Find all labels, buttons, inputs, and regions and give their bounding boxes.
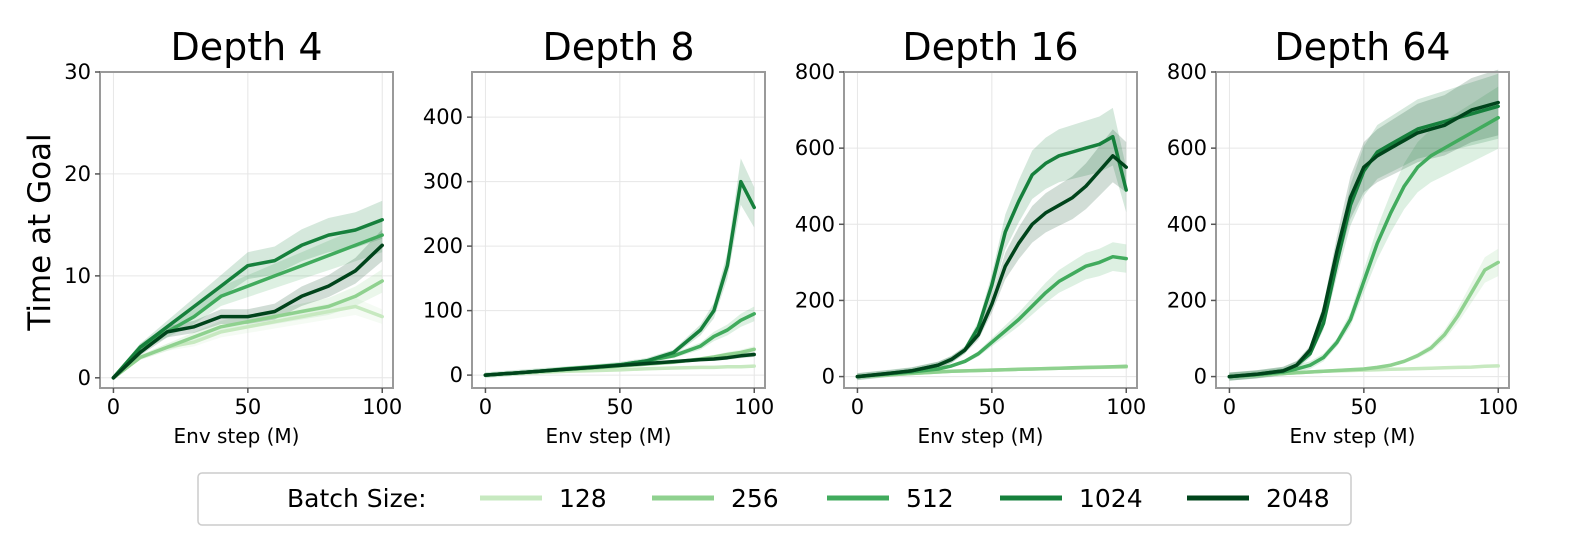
- series-line-2048: [111, 243, 384, 380]
- series-band-256: [113, 269, 383, 380]
- x-axis-label: Env step (M): [546, 424, 672, 448]
- y-tick-label: 300: [423, 170, 463, 194]
- series-line-2048: [855, 154, 1128, 379]
- series-band-1024: [857, 107, 1127, 381]
- series-band-512: [857, 242, 1127, 379]
- x-tick-label: 100: [1106, 395, 1146, 419]
- x-tick-label: 0: [851, 395, 864, 419]
- x-tick-label: 50: [978, 395, 1005, 419]
- y-tick-label: 20: [64, 162, 91, 186]
- y-tick-label: 800: [795, 60, 835, 84]
- legend-title: Batch Size:: [287, 484, 427, 513]
- legend-label-256: 256: [731, 484, 779, 513]
- y-tick-label: 10: [64, 264, 91, 288]
- y-tick-label: 400: [423, 105, 463, 129]
- y-axis-label: Time at Goal: [22, 133, 58, 331]
- x-tick-label: 100: [734, 395, 774, 419]
- legend-label-1024: 1024: [1079, 484, 1143, 513]
- x-axis-label: Env step (M): [1290, 424, 1416, 448]
- series-band-1024: [1229, 73, 1499, 381]
- x-tick-label: 50: [606, 395, 633, 419]
- x-tick-label: 50: [1350, 395, 1377, 419]
- y-tick-label: 400: [1167, 212, 1207, 236]
- y-tick-label: 400: [795, 212, 835, 236]
- series-band-2048: [857, 129, 1127, 380]
- panel-2: Depth 8 0 50 100 0 100 200 300 400 Env step (M): [423, 25, 774, 448]
- series-line-1024: [111, 218, 384, 380]
- legend-label-2048: 2048: [1266, 484, 1330, 513]
- y-tick-label: 200: [1167, 288, 1207, 312]
- legend: Batch Size: 128 256 512 1024 2048: [197, 472, 1352, 526]
- y-tick-label: 0: [822, 365, 835, 389]
- series-line-512: [855, 254, 1128, 379]
- plot-frame: [471, 71, 766, 389]
- plot-frame: [99, 71, 394, 389]
- series-band-512: [113, 218, 383, 380]
- panel-title: Depth 8: [543, 25, 695, 69]
- y-tick-label: 600: [1167, 136, 1207, 160]
- x-tick-label: 0: [1223, 395, 1236, 419]
- x-axis-label: Env step (M): [174, 424, 300, 448]
- y-tick-label: 0: [450, 363, 463, 387]
- panel-title: Depth 16: [902, 25, 1078, 69]
- chart-panels: Depth 4 0 50 100 0 10 20 30 Env step (M) Depth 8 0…: [64, 25, 1518, 448]
- y-tick-label: 200: [795, 288, 835, 312]
- panel-1: Depth 4 0 50 100 0 10 20 30 Env step (M): [64, 25, 402, 448]
- series-line-256: [1227, 260, 1500, 379]
- x-tick-label: 50: [234, 395, 261, 419]
- y-tick-label: 0: [78, 366, 91, 390]
- panel-4: Depth 64 0 50 100 0 200 400 600 800 Env step (M): [1167, 25, 1518, 448]
- plot-frame: [1215, 71, 1510, 389]
- series-band-1024: [113, 200, 383, 381]
- series-line-256: [111, 279, 384, 380]
- y-tick-label: 0: [1194, 365, 1207, 389]
- x-tick-label: 100: [1478, 395, 1518, 419]
- y-tick-label: 100: [423, 299, 463, 323]
- plot-frame: [843, 71, 1138, 389]
- legend-frame: [197, 472, 1352, 526]
- panel-3: Depth 16 0 50 100 0 200 400 600 800 Env step (M): [795, 25, 1146, 448]
- series-line-2048: [1227, 100, 1500, 379]
- panel-title: Depth 64: [1274, 25, 1450, 69]
- y-tick-label: 200: [423, 234, 463, 258]
- series-line-256: [855, 364, 1128, 379]
- panel-title: Depth 4: [171, 25, 323, 69]
- series-band-512: [1229, 86, 1499, 381]
- x-tick-label: 0: [479, 395, 492, 419]
- x-tick-label: 100: [362, 395, 402, 419]
- x-tick-label: 0: [107, 395, 120, 419]
- y-tick-label: 600: [795, 136, 835, 160]
- series-band-128: [113, 297, 383, 379]
- series-line-2048: [483, 352, 756, 377]
- y-tick-label: 800: [1167, 60, 1207, 84]
- legend-label-512: 512: [906, 484, 954, 513]
- series-line-512: [1227, 115, 1500, 379]
- x-axis-label: Env step (M): [918, 424, 1044, 448]
- y-tick-label: 30: [64, 60, 91, 84]
- legend-label-128: 128: [559, 484, 607, 513]
- series-band-2048: [1229, 69, 1499, 381]
